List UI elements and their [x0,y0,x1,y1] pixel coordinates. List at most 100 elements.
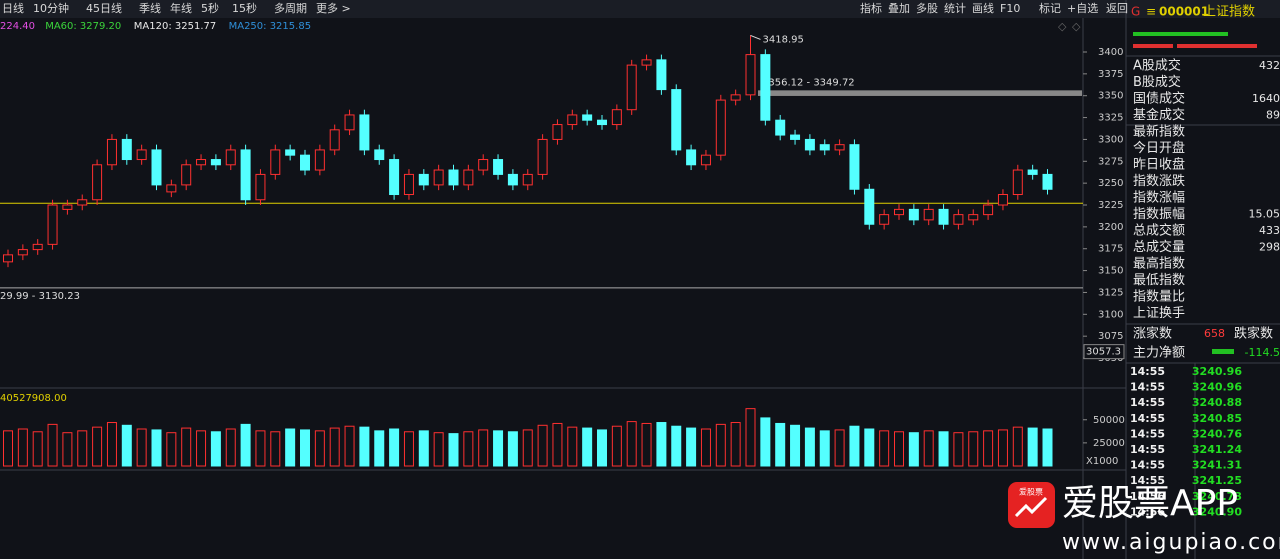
tick-price: 3240.88 [1192,396,1242,409]
y-tick-label: 3200 [1098,222,1123,233]
toolbar-action[interactable]: 多股 [916,1,938,15]
volume-bar [300,429,310,467]
volume-bar [270,431,281,467]
candle-body [923,208,934,221]
candle-body [270,149,281,175]
volume-bar [329,427,340,467]
toolbar-action[interactable]: F10 [1000,2,1020,15]
tick-time: 14:55 [1130,381,1165,394]
candle-body [819,144,830,151]
candle-body [968,214,979,221]
volume-unit: X1000 [1086,456,1118,467]
toolbar-action[interactable]: 统计 [944,2,966,15]
volume-bar [775,422,786,467]
candle-body [240,149,251,201]
settings-icon[interactable]: ◇ [1058,20,1067,33]
collapse-icon[interactable]: ◇ [1072,20,1081,33]
tab[interactable]: 日线 [2,1,24,15]
candle-body [715,99,726,156]
volume-bar [938,431,949,467]
tick-price: 3240.90 [1192,505,1242,518]
info-value: 15.05 [1249,208,1280,221]
toolbar-action[interactable]: 画线 [972,1,994,15]
name: 上证指数 [1203,5,1255,20]
tab[interactable]: 多周期 [274,1,307,15]
logo-text: 爱股票 [1019,488,1043,497]
candle-body [894,208,904,216]
toolbar-action[interactable]: 标记 [1039,1,1061,15]
candle-body [537,138,548,175]
toolbar-action[interactable]: +自选 [1067,2,1098,15]
tab[interactable]: 季线 [139,1,161,15]
menu[interactable]: ≡ [1146,5,1156,19]
volume-bar [77,430,88,467]
candle-body [611,109,622,126]
y-tick-label: 3225 [1098,200,1123,211]
breadth-label: 跌家数 [1234,326,1273,342]
candle-body [478,159,489,171]
volume-bar [1042,428,1053,467]
volume-bar [433,432,444,467]
candle-body [3,254,13,263]
volume-bar [47,423,58,467]
toolbar-bg [0,0,1280,18]
candle-body [849,144,860,190]
ma-legend: MA60: 3279.20 [45,21,121,32]
toolbar-action[interactable]: 返回 [1106,2,1128,15]
candle-body [225,149,236,166]
tick-price: 3240.73 [1192,490,1242,503]
y-tick-label: 3350 [1098,91,1123,102]
candle-body [582,114,593,121]
volume-bar [597,429,607,467]
tab[interactable]: 年线 [170,1,192,15]
candle-body [196,159,207,166]
toolbar-action[interactable]: 叠加 [888,2,910,15]
y-tick-label: 3375 [1098,69,1123,80]
info-label: 总成交量 [1133,239,1185,255]
candle-body [507,173,518,186]
ratio-bar [1133,32,1228,36]
volume-bar [567,426,578,467]
info-label: B股成交 [1133,74,1181,90]
info-label: 基金成交 [1133,107,1185,123]
tab[interactable]: 5秒 [201,1,219,15]
volume-bar [790,424,801,467]
tab[interactable]: 15秒 [232,1,257,15]
toolbar-action[interactable]: 指标 [860,1,882,15]
y-tick-label: 3075 [1098,331,1123,342]
candle-body [403,173,414,196]
high-pointer [750,34,761,40]
info-value: 89 [1266,109,1280,122]
volume-bar [864,428,875,467]
candle-body [864,188,875,225]
candle-body [448,169,459,186]
candle-body [790,134,801,140]
ma-legend: MA120: 3251.77 [134,21,216,32]
candle-body [166,184,177,193]
y-tick-label: 3325 [1098,113,1123,124]
low-label: 29.99 - 3130.23 [0,291,80,302]
volume-bar [983,430,994,467]
volume-bar [611,425,622,467]
volume-bar [626,421,637,467]
volume-bar [537,424,548,467]
volume-bar [255,430,266,467]
volume-bar [522,429,533,467]
candle-body [552,124,563,140]
volume-bar [849,425,860,467]
volume-bar [968,431,979,467]
volume-bar [240,423,251,467]
volume-bar [894,431,904,467]
candle-body [1012,169,1023,196]
tab[interactable]: 更多 > [316,1,351,15]
volume-bar [745,408,756,467]
tab[interactable]: 10分钟 [33,1,69,15]
volume-bar [700,428,711,467]
volume-bar [879,430,890,467]
candle-body [626,64,637,111]
flag: G [1131,5,1140,19]
info-label: 上证换手 [1133,306,1185,321]
tab[interactable]: 45日线 [86,1,122,15]
ratio-bar [1133,44,1173,48]
volume-bar [641,422,652,467]
